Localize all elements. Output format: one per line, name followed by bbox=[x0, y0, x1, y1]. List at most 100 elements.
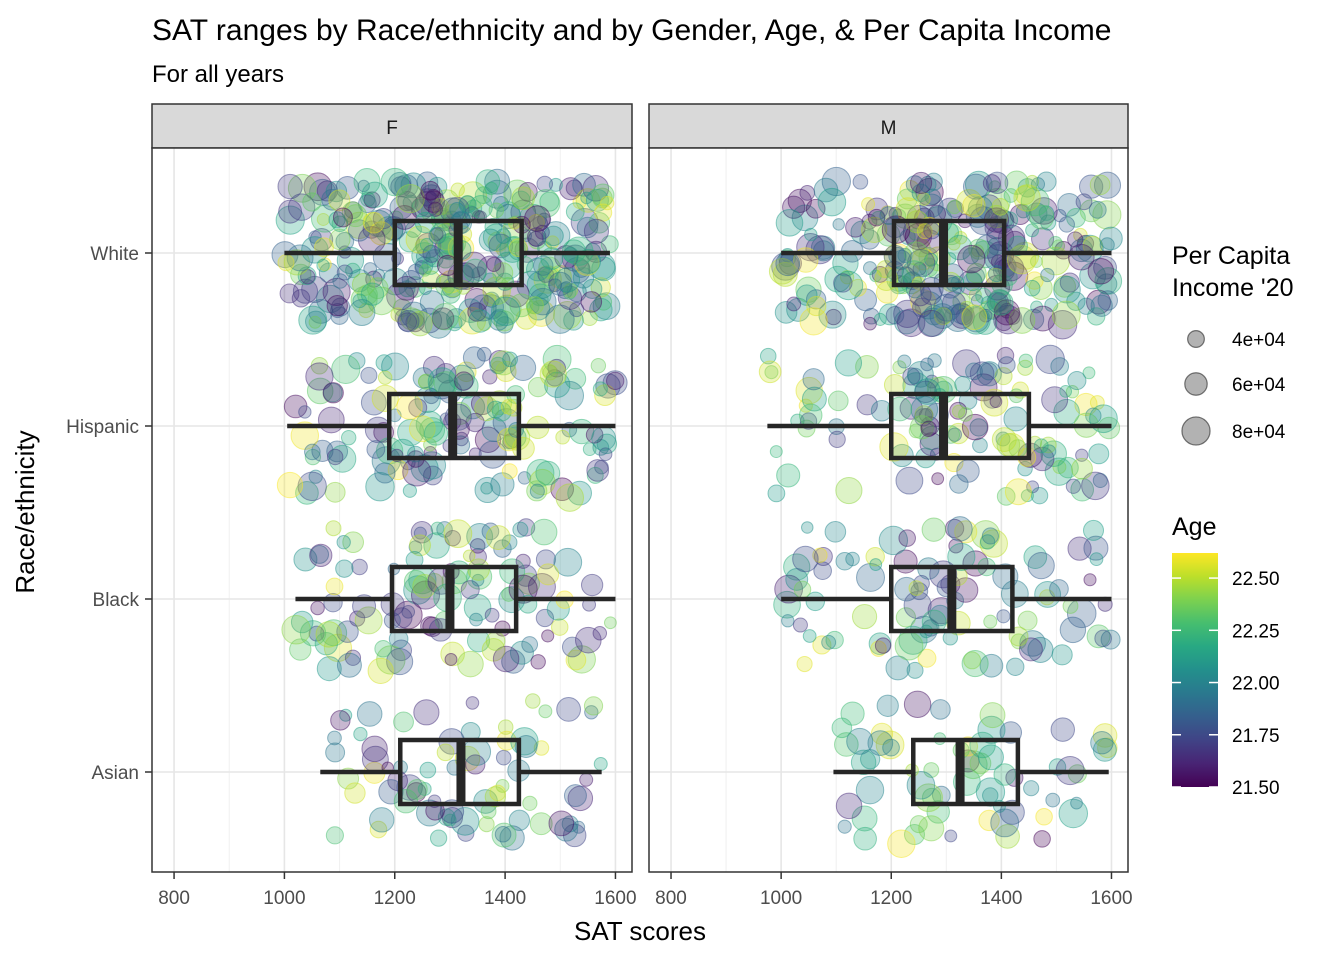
data-point bbox=[586, 459, 610, 482]
data-point bbox=[1033, 438, 1049, 454]
data-point bbox=[298, 305, 328, 335]
y-axis-label: Race/ethnicity bbox=[10, 430, 40, 593]
size-legend-label: 6e+04 bbox=[1232, 375, 1286, 396]
data-point bbox=[948, 538, 964, 554]
data-point bbox=[335, 175, 360, 200]
data-point bbox=[947, 516, 973, 542]
data-point bbox=[1097, 290, 1118, 311]
data-point bbox=[419, 761, 437, 779]
data-point bbox=[469, 612, 483, 627]
data-point bbox=[324, 481, 346, 503]
data-point bbox=[374, 462, 396, 484]
data-point bbox=[859, 229, 880, 250]
data-point bbox=[308, 625, 325, 642]
data-point bbox=[1075, 234, 1104, 263]
data-point bbox=[882, 738, 900, 757]
data-point bbox=[931, 472, 945, 486]
data-point bbox=[397, 310, 420, 333]
data-point bbox=[371, 384, 399, 412]
data-point bbox=[989, 395, 1003, 409]
data-point bbox=[875, 730, 905, 760]
size-legend-key bbox=[1181, 416, 1211, 446]
data-point bbox=[982, 174, 1001, 193]
data-point bbox=[495, 779, 510, 793]
data-point bbox=[371, 224, 385, 237]
data-point bbox=[1089, 552, 1104, 567]
data-point bbox=[855, 775, 885, 805]
data-point bbox=[1087, 258, 1115, 285]
data-point bbox=[492, 294, 522, 324]
data-point bbox=[474, 476, 501, 504]
data-point bbox=[825, 308, 842, 326]
data-point bbox=[407, 310, 433, 337]
data-point bbox=[894, 631, 924, 661]
data-point bbox=[885, 655, 911, 681]
data-point bbox=[335, 232, 355, 251]
data-point bbox=[835, 476, 863, 505]
data-point bbox=[995, 431, 1011, 447]
data-point bbox=[310, 544, 330, 564]
data-point bbox=[423, 421, 449, 446]
x-tick-label: 800 bbox=[655, 888, 687, 909]
data-point bbox=[979, 702, 1006, 729]
data-point bbox=[485, 525, 511, 550]
data-point bbox=[1089, 174, 1111, 196]
colorbar-tick-label: 21.75 bbox=[1232, 726, 1280, 747]
data-point bbox=[393, 711, 414, 733]
data-point bbox=[310, 600, 325, 616]
data-point bbox=[801, 521, 814, 534]
data-point bbox=[1059, 272, 1080, 293]
data-point bbox=[903, 690, 932, 719]
data-point bbox=[1058, 798, 1089, 829]
data-point bbox=[1053, 275, 1081, 304]
data-point bbox=[824, 265, 852, 293]
data-point bbox=[277, 254, 295, 272]
x-tick-label: 1000 bbox=[263, 888, 305, 909]
data-point bbox=[998, 356, 1016, 374]
data-point bbox=[463, 258, 488, 283]
data-point bbox=[548, 271, 573, 296]
data-point bbox=[396, 393, 423, 420]
data-point bbox=[917, 192, 931, 206]
data-point bbox=[1029, 305, 1056, 332]
data-point bbox=[897, 354, 912, 369]
data-point bbox=[351, 558, 368, 576]
data-point bbox=[906, 661, 924, 679]
data-point bbox=[764, 365, 779, 380]
data-point bbox=[834, 349, 863, 377]
data-point bbox=[377, 370, 393, 385]
data-point bbox=[1067, 243, 1095, 271]
data-point bbox=[331, 354, 361, 384]
data-point bbox=[798, 403, 823, 428]
data-point bbox=[521, 636, 539, 653]
data-point bbox=[293, 547, 318, 572]
data-point bbox=[1051, 300, 1081, 330]
data-point bbox=[543, 225, 564, 247]
data-point bbox=[1035, 344, 1065, 375]
data-point bbox=[465, 696, 480, 710]
data-point bbox=[509, 293, 534, 318]
data-point bbox=[491, 401, 512, 422]
data-point bbox=[325, 520, 342, 537]
facet-strip bbox=[151, 103, 633, 149]
data-point bbox=[870, 640, 887, 657]
data-point bbox=[563, 310, 584, 331]
x-tick-label: 1200 bbox=[870, 888, 912, 909]
data-point bbox=[923, 762, 940, 778]
data-point bbox=[408, 415, 436, 443]
data-point bbox=[916, 223, 933, 240]
data-point bbox=[419, 237, 434, 252]
data-point bbox=[462, 346, 486, 370]
data-point bbox=[876, 694, 899, 717]
data-point bbox=[892, 360, 907, 375]
data-point bbox=[525, 296, 544, 315]
data-point bbox=[413, 526, 427, 540]
data-point bbox=[969, 731, 996, 759]
data-point bbox=[909, 815, 928, 834]
data-point bbox=[802, 368, 825, 391]
data-point bbox=[390, 176, 412, 198]
data-point bbox=[990, 808, 1020, 838]
data-point bbox=[515, 553, 531, 569]
data-point bbox=[598, 447, 613, 462]
